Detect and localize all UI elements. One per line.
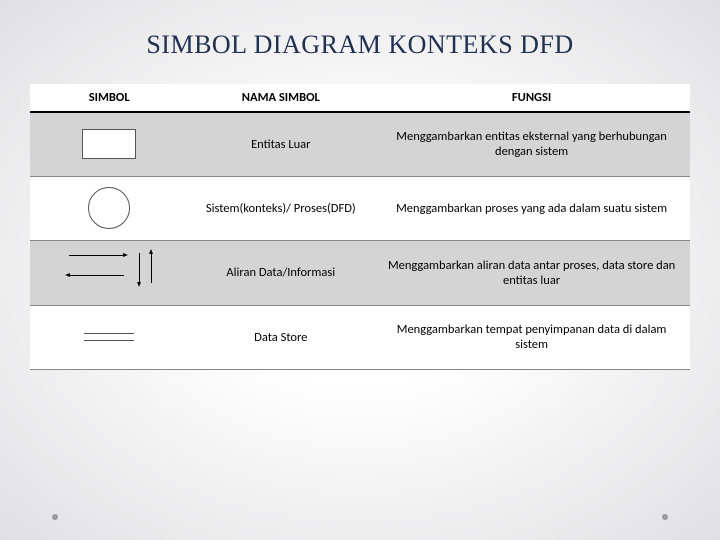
page-title: SIMBOL DIAGRAM KONTEKS DFD [30, 30, 690, 60]
table-row: Entitas Luar Menggambarkan entitas ekste… [30, 112, 690, 176]
nama-cell: Sistem(konteks)/ Proses(DFD) [188, 176, 373, 240]
col-header-simbol: SIMBOL [30, 84, 188, 112]
fungsi-cell: Menggambarkan entitas eksternal yang ber… [373, 112, 690, 176]
table-row: Data Store Menggambarkan tempat penyimpa… [30, 305, 690, 369]
fungsi-cell: Menggambarkan tempat penyimpanan data di… [373, 305, 690, 369]
rectangle-icon [82, 129, 136, 159]
arrows-icon [59, 249, 159, 297]
col-header-fungsi: FUNGSI [373, 84, 690, 112]
decor-dot-icon [662, 514, 668, 520]
arrow-down-icon [139, 253, 140, 283]
col-header-nama: NAMA SIMBOL [188, 84, 373, 112]
arrow-right-icon [69, 255, 124, 256]
table-row: Sistem(konteks)/ Proses(DFD) Menggambark… [30, 176, 690, 240]
circle-icon [88, 187, 130, 229]
nama-cell: Data Store [188, 305, 373, 369]
fungsi-cell: Menggambarkan aliran data antar proses, … [373, 240, 690, 305]
datastore-icon [84, 333, 134, 341]
decor-dot-icon [52, 514, 58, 520]
symbol-cell-datastore [30, 305, 188, 369]
nama-cell: Aliran Data/Informasi [188, 240, 373, 305]
table-row: Aliran Data/Informasi Menggambarkan alir… [30, 240, 690, 305]
symbol-cell-circle [30, 176, 188, 240]
nama-cell: Entitas Luar [188, 112, 373, 176]
table-header-row: SIMBOL NAMA SIMBOL FUNGSI [30, 84, 690, 112]
fungsi-cell: Menggambarkan proses yang ada dalam suat… [373, 176, 690, 240]
symbol-cell-rectangle [30, 112, 188, 176]
symbol-table: SIMBOL NAMA SIMBOL FUNGSI Entitas Luar M… [30, 84, 690, 370]
arrow-left-icon [69, 275, 124, 276]
slide-container: SIMBOL DIAGRAM KONTEKS DFD SIMBOL NAMA S… [0, 0, 720, 540]
symbol-cell-arrows [30, 240, 188, 305]
arrow-up-icon [151, 253, 152, 283]
